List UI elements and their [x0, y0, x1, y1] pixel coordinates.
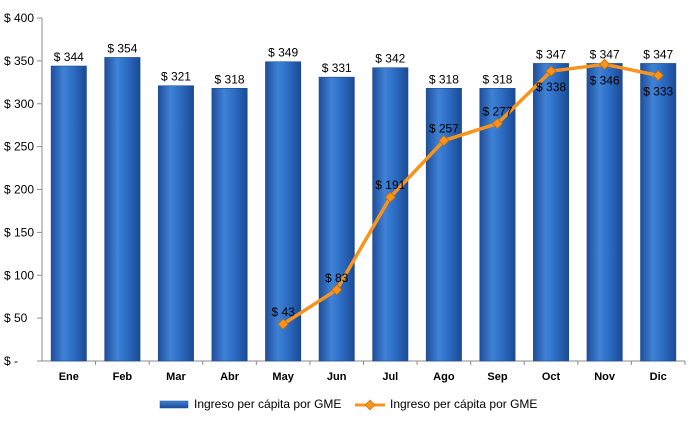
- line-point: [277, 318, 289, 330]
- line-value-label: $ 257: [429, 122, 459, 136]
- y-tick-label: $ -: [4, 354, 18, 368]
- line-value-label: $ 191: [375, 178, 405, 192]
- bar-value-label: $ 342: [375, 52, 405, 66]
- line-point: [331, 284, 343, 296]
- bar-value-label: $ 344: [54, 50, 84, 64]
- x-tick-label: May: [272, 371, 294, 383]
- x-tick-label: Abr: [220, 371, 240, 383]
- x-tick-label: Sep: [487, 371, 507, 383]
- bar: [425, 88, 462, 362]
- x-tick-label: Oct: [542, 371, 561, 383]
- line-point: [491, 117, 504, 130]
- y-tick-label: $ 100: [4, 268, 34, 282]
- line-value-label: $ 277: [482, 104, 512, 118]
- bar-value-label: $ 318: [429, 72, 459, 86]
- y-tick-label: $ 150: [4, 225, 34, 239]
- y-tick-label: $ 300: [4, 97, 34, 111]
- line-point: [652, 69, 664, 82]
- line-point: [599, 58, 611, 70]
- bar: [586, 63, 623, 362]
- x-tick-label: Feb: [113, 371, 133, 383]
- x-tick-label: Mar: [166, 371, 186, 383]
- line-point: [384, 191, 396, 203]
- bar-value-label: $ 347: [643, 47, 673, 61]
- bar-value-label: $ 349: [268, 46, 298, 60]
- x-tick-label: Jun: [327, 371, 347, 383]
- x-tick-label: Jul: [382, 371, 398, 383]
- bar-value-label: $ 318: [215, 72, 245, 86]
- y-tick-label: $ 400: [4, 11, 34, 25]
- line-point: [545, 65, 557, 77]
- legend-line-marker: [364, 399, 376, 411]
- x-tick-label: Nov: [594, 371, 616, 383]
- bar-value-label: $ 321: [161, 70, 191, 84]
- bar: [211, 88, 248, 362]
- line-value-label: $ 43: [271, 305, 295, 319]
- bar: [372, 67, 409, 362]
- line-value-label: $ 83: [325, 271, 349, 285]
- bar-value-label: $ 347: [536, 47, 566, 61]
- legend-label: Ingreso per cápita por GME: [194, 397, 341, 411]
- x-tick-label: Ago: [433, 371, 455, 383]
- bar: [533, 63, 570, 362]
- bar-value-label: $ 318: [482, 72, 512, 86]
- bar: [104, 57, 141, 362]
- line-series-path: [282, 62, 659, 326]
- y-tick-label: $ 350: [4, 54, 34, 68]
- y-tick-label: $ 250: [4, 140, 34, 154]
- bar: [50, 65, 87, 362]
- bar: [265, 61, 302, 362]
- y-tick-label: $ 50: [4, 311, 28, 325]
- x-tick-label: Dic: [650, 371, 667, 383]
- line-value-label: $ 338: [536, 80, 566, 94]
- bar: [640, 63, 677, 362]
- bar-value-label: $ 331: [322, 61, 352, 75]
- bar: [479, 88, 516, 362]
- bar-value-label: $ 347: [590, 47, 620, 61]
- line-value-label: $ 333: [643, 84, 673, 98]
- bar: [157, 85, 194, 362]
- legend-label: Ingreso per cápita por GME: [390, 397, 537, 411]
- y-tick-label: $ 200: [4, 183, 34, 197]
- x-tick-label: Ene: [59, 371, 79, 383]
- line-value-label: $ 346: [590, 73, 620, 87]
- bar: [318, 76, 355, 362]
- legend-bar-swatch: [159, 400, 189, 409]
- bar-value-label: $ 354: [107, 41, 137, 55]
- line-point: [438, 135, 450, 147]
